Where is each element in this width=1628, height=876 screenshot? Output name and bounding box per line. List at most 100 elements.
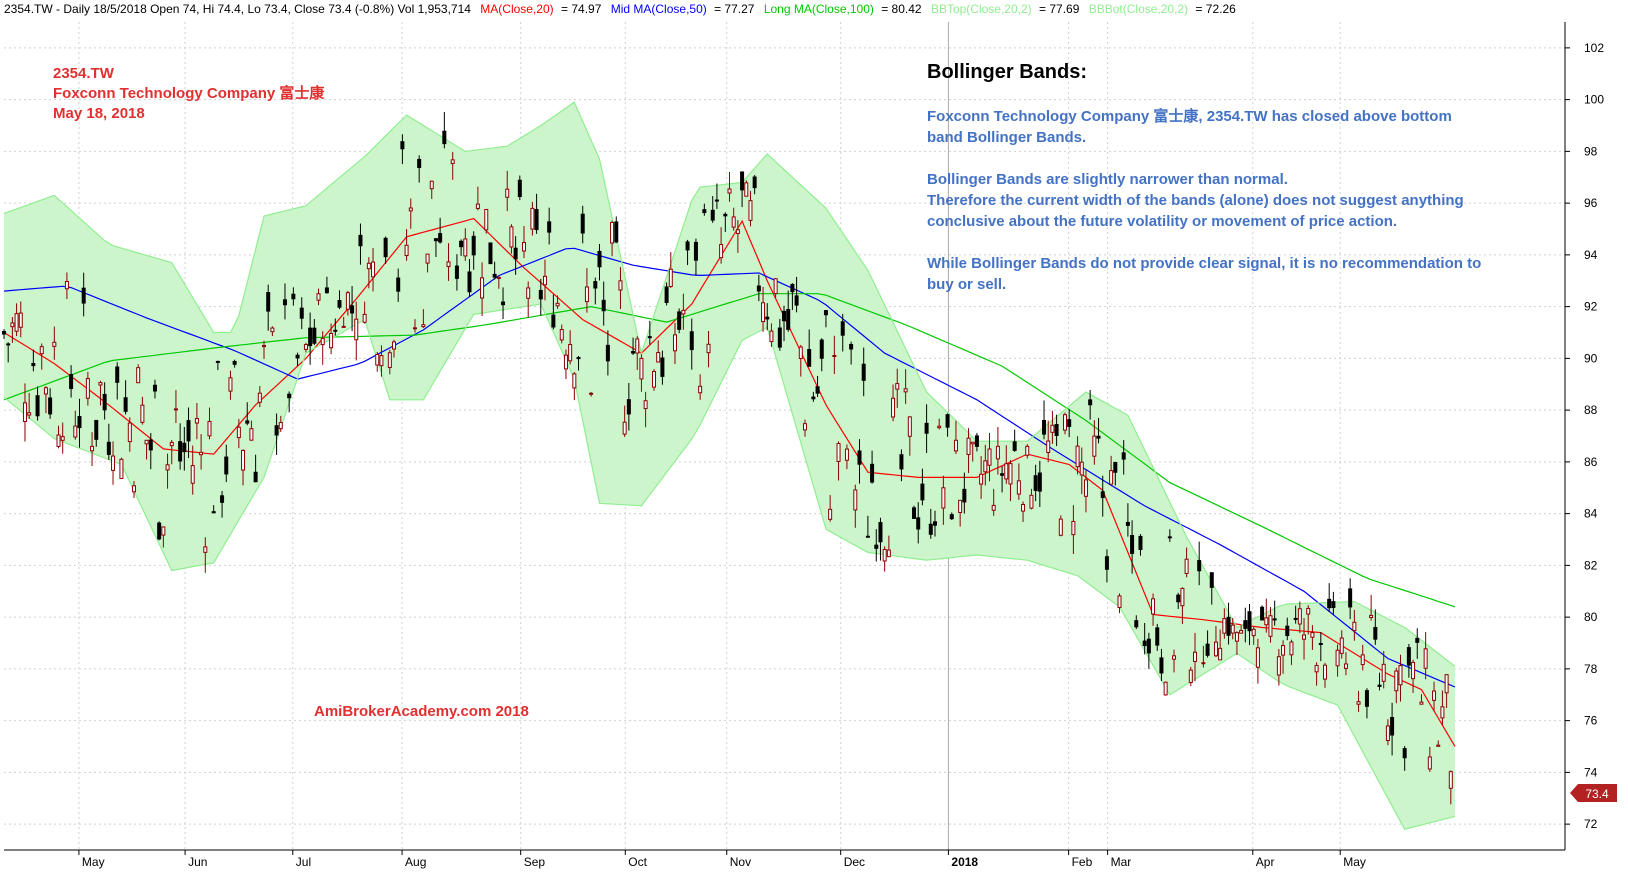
commentary-line-8: While Bollinger Bands do not provide cle… (927, 255, 1481, 272)
candle-body (610, 222, 615, 244)
candle-body (127, 422, 132, 443)
candle-body (1423, 648, 1428, 669)
candle-body (85, 378, 90, 399)
candle-body (974, 435, 979, 447)
candle-body (190, 465, 195, 484)
candle-body (299, 307, 304, 319)
candle-body (786, 309, 791, 330)
candle-body (1255, 647, 1260, 668)
candle-body (383, 237, 388, 258)
candle-body (203, 546, 208, 553)
candle-body (1109, 470, 1114, 485)
candle-body (1318, 643, 1323, 646)
candle-body (761, 302, 766, 323)
candle-body (152, 384, 157, 392)
candle-body (2, 330, 6, 335)
candle-body (320, 337, 325, 346)
candle-body (35, 395, 40, 417)
candle-body (1243, 620, 1248, 629)
candle-body (27, 412, 32, 416)
candle-body (1364, 690, 1369, 707)
candle-body (245, 420, 250, 424)
candle-body (1184, 558, 1189, 574)
candle-body (1222, 618, 1227, 634)
candle-body (1314, 664, 1319, 673)
candle-body (324, 287, 329, 294)
header-symbol-info: 2354.TW - Daily 18/5/2018 Open 74, Hi 74… (4, 2, 471, 16)
candle-body (425, 253, 430, 264)
header-bbbot-label: BBBot(Close,20,2) (1089, 2, 1188, 16)
candle-body (291, 293, 296, 300)
candle-body (412, 327, 417, 330)
candle-body (144, 439, 149, 445)
candle-body (660, 357, 665, 377)
candle-body (199, 451, 204, 456)
candle-body (1343, 663, 1348, 669)
candle-body (605, 344, 610, 362)
candle-body (853, 489, 858, 511)
candle-body (882, 548, 887, 562)
candle-body (429, 180, 434, 190)
candle-body (22, 402, 27, 422)
candle-body (983, 460, 988, 473)
candle-body (1050, 424, 1055, 433)
candle-body (1281, 645, 1286, 656)
candle-body (1205, 643, 1210, 656)
candle-body (920, 483, 925, 501)
candle-body (496, 276, 501, 280)
candle-body (1092, 435, 1097, 457)
company-title: Foxconn Technology Company 富士康 (53, 84, 325, 102)
candle-body (1176, 594, 1181, 603)
candle-body (392, 341, 397, 350)
candle-body (211, 511, 216, 514)
candle-body (90, 445, 95, 452)
candle-body (1436, 744, 1441, 747)
last-price-marker (1570, 784, 1617, 802)
candle-body (39, 346, 44, 355)
candle-body (215, 360, 220, 363)
candle-body (1218, 647, 1223, 661)
candle-body (844, 448, 849, 461)
candle-body (484, 208, 489, 231)
candle-body (534, 209, 539, 231)
candle-body (614, 221, 619, 243)
candle-body (132, 485, 137, 493)
candle-body (358, 234, 363, 247)
candle-body (962, 488, 967, 503)
candle-body (631, 351, 636, 354)
axis-layer: 72 74 76 78 80 82 84 86 88 90 92 94 96 98 100 102 May Jun… (4, 22, 1604, 869)
candle-body (43, 387, 48, 395)
candle-body (584, 286, 589, 303)
candle-body (945, 414, 950, 428)
candle-body (677, 311, 682, 330)
candle-body (249, 428, 254, 441)
candle-body (98, 382, 103, 386)
header-ma20-value: = 74.97 (561, 2, 602, 16)
candle-body (136, 367, 141, 384)
candle-body (475, 203, 480, 209)
candle-body (861, 363, 866, 381)
x-tick-label: Jul (296, 855, 311, 869)
candle-body (769, 330, 774, 343)
candle-body (685, 241, 690, 251)
candle-body (794, 295, 799, 306)
candle-body (765, 316, 770, 320)
candle-body (266, 292, 271, 312)
y-tick-label: 88 (1584, 403, 1598, 417)
candle-body (64, 281, 69, 290)
candle-body (257, 392, 262, 403)
ma20-line (3, 217, 1456, 747)
candle-body (463, 238, 468, 257)
candle-body (60, 436, 65, 441)
y-tick-label: 90 (1584, 351, 1598, 365)
candle-body (840, 321, 845, 336)
candle-body (1167, 536, 1172, 539)
candle-body (366, 262, 371, 270)
candle-body (1335, 649, 1340, 667)
candlestick-layer (2, 111, 1453, 805)
candle-body (501, 301, 506, 306)
candle-body (400, 141, 405, 150)
candle-body (111, 455, 116, 471)
